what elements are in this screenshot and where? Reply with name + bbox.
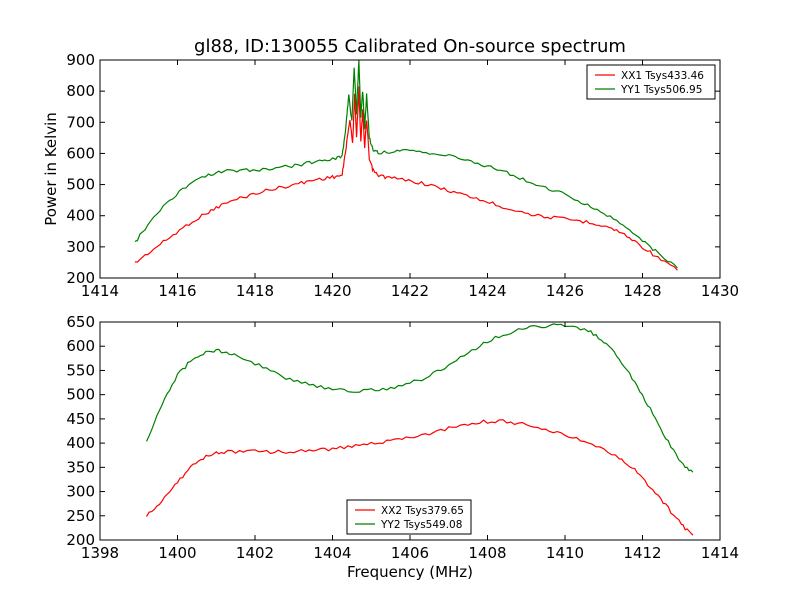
x-tick-label: 1430 bbox=[701, 282, 739, 300]
y-tick-label: 500 bbox=[66, 176, 95, 194]
y-tick-label: 450 bbox=[66, 410, 95, 428]
y-tick-label: 500 bbox=[66, 386, 95, 404]
x-tick-label: 1400 bbox=[158, 544, 196, 562]
x-tick-label: 1414 bbox=[81, 282, 119, 300]
y-tick-label: 250 bbox=[66, 507, 95, 525]
y-tick-label: 350 bbox=[66, 458, 95, 476]
y-tick-label: 600 bbox=[66, 337, 95, 355]
x-tick-label: 1426 bbox=[546, 282, 584, 300]
y-tick-label: 400 bbox=[66, 207, 95, 225]
legend-label: YY2 Tsys549.08 bbox=[380, 519, 462, 531]
y-tick-label: 200 bbox=[66, 531, 95, 549]
x-tick-label: 1410 bbox=[546, 544, 584, 562]
y-axis-title: Power in Kelvin bbox=[42, 112, 60, 226]
x-tick-label: 1428 bbox=[623, 282, 661, 300]
y-tick-label: 700 bbox=[66, 113, 95, 131]
y-tick-label: 550 bbox=[66, 361, 95, 379]
chart-title: gl88, ID:130055 Calibrated On-source spe… bbox=[194, 36, 626, 57]
x-tick-label: 1404 bbox=[313, 544, 351, 562]
y-tick-label: 300 bbox=[66, 483, 95, 501]
legend-label: XX1 Tsys433.46 bbox=[621, 70, 704, 82]
y-tick-label: 650 bbox=[66, 313, 95, 331]
x-tick-label: 1406 bbox=[391, 544, 429, 562]
legend-box bbox=[346, 499, 472, 535]
legend-label: XX2 Tsys379.65 bbox=[381, 505, 464, 517]
x-tick-label: 1414 bbox=[701, 544, 739, 562]
y-tick-label: 800 bbox=[66, 82, 95, 100]
x-tick-label: 1422 bbox=[391, 282, 429, 300]
y-tick-label: 300 bbox=[66, 238, 95, 256]
y-tick-label: 400 bbox=[66, 434, 95, 452]
series-line-yy2 bbox=[145, 323, 694, 473]
top-panel: 1414 1416 1418 1420 1422 1424 1426 1428 1430 200 3… bbox=[42, 51, 739, 300]
series-line-xx2 bbox=[145, 419, 694, 536]
legend: XX1 Tsys433.46 YY1 Tsys506.95 bbox=[586, 64, 716, 100]
x-tick-label: 1416 bbox=[158, 282, 196, 300]
x-tick-label: 1408 bbox=[468, 544, 506, 562]
x-tick-label: 1420 bbox=[313, 282, 351, 300]
series-line-yy1 bbox=[134, 60, 678, 269]
x-tick-label: 1412 bbox=[623, 544, 661, 562]
x-tick-label: 1418 bbox=[236, 282, 274, 300]
bottom-panel: 1398 1400 1402 1404 1406 1408 1410 1412 1414 200 2… bbox=[66, 313, 739, 581]
y-tick-label: 900 bbox=[66, 51, 95, 69]
legend-box bbox=[586, 64, 716, 100]
y-tick-label: 200 bbox=[66, 269, 95, 287]
legend-label: YY1 Tsys506.95 bbox=[620, 84, 702, 96]
x-tick-label: 1402 bbox=[236, 544, 274, 562]
series-line-xx1 bbox=[134, 86, 678, 271]
legend: XX2 Tsys379.65 YY2 Tsys549.08 bbox=[346, 499, 472, 535]
y-tick-label: 600 bbox=[66, 144, 95, 162]
x-tick-label: 1398 bbox=[81, 544, 119, 562]
x-tick-label: 1424 bbox=[468, 282, 506, 300]
x-axis-title: Frequency (MHz) bbox=[347, 563, 473, 581]
